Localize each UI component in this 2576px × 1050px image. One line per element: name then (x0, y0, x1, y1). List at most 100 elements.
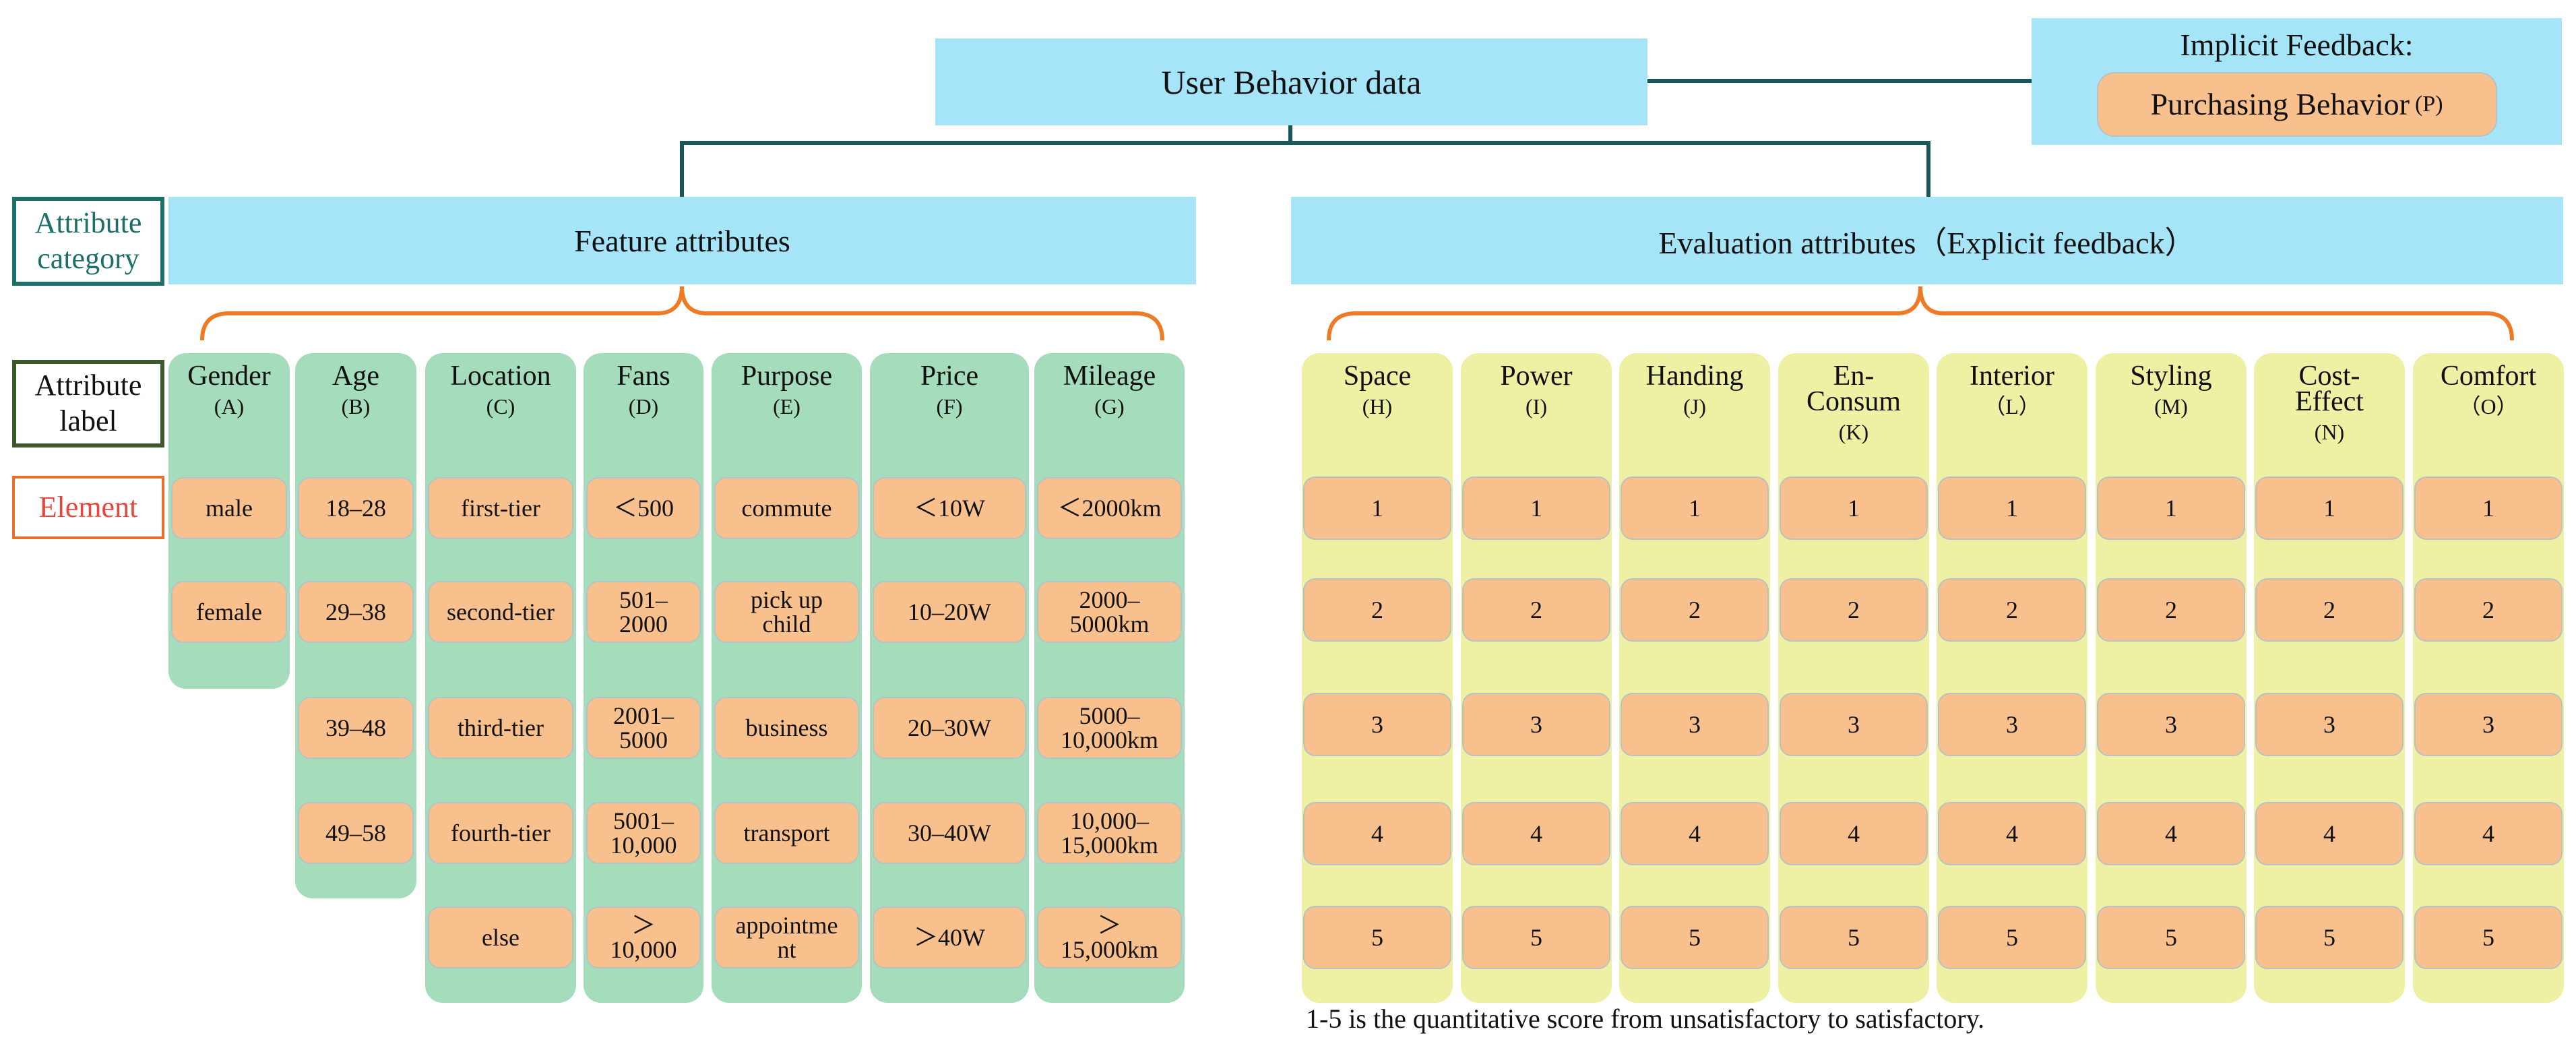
score-value: 2 (2006, 596, 2018, 623)
score-value: 1 (1689, 495, 1701, 522)
evaluation-column-header: Space (H) (1302, 362, 1453, 419)
element-chip: pick up child (714, 581, 859, 643)
element-value: 2001– 5000 (613, 702, 674, 753)
attribute-name: Cost- Effect (2295, 361, 2364, 417)
score-value: 5 (1689, 924, 1701, 951)
attribute-label-text: Attribute label (34, 369, 142, 437)
score-value: 2 (2482, 596, 2494, 623)
feature-attributes-title: Feature attributes (574, 223, 790, 258)
attribute-code: (I) (1526, 394, 1547, 419)
attribute-code: (C) (486, 394, 515, 419)
score-chip: 5 (1938, 906, 2086, 969)
attribute-code: (J) (1683, 394, 1706, 419)
score-value: 1 (1371, 495, 1383, 522)
score-chip: 2 (2097, 578, 2245, 642)
score-value: 4 (1530, 820, 1542, 847)
element-value: first-tier (461, 495, 540, 522)
element-chip: third-tier (428, 697, 573, 759)
evaluation-column-cost-effect (2254, 353, 2405, 1003)
score-chip: 3 (1621, 693, 1769, 756)
attribute-code: (N) (2314, 419, 2345, 444)
score-chip: 2 (2255, 578, 2404, 642)
feature-column-header: Fans (D) (584, 362, 703, 419)
score-chip: 2 (1303, 578, 1451, 642)
attribute-code: (M) (2154, 394, 2188, 419)
element-legend: Element (12, 476, 164, 539)
attribute-label-legend: Attribute label (12, 360, 164, 447)
evaluation-column-comfort (2413, 353, 2564, 1003)
element-value: fourth-tier (451, 820, 551, 846)
attribute-name: Interior (1970, 361, 2054, 392)
element-chip: 49–58 (298, 802, 414, 864)
score-chip: 3 (1462, 693, 1610, 756)
score-value: 3 (2482, 711, 2494, 738)
element-chip: commute (714, 477, 859, 539)
score-value: 3 (1530, 711, 1542, 738)
score-value: 2 (1689, 596, 1701, 623)
score-value: 5 (2006, 924, 2018, 951)
feature-column-header: Mileage (G) (1034, 362, 1185, 419)
score-value: 3 (1689, 711, 1701, 738)
evaluation-attributes-title: Evaluation attributes（Explicit feedback） (1658, 226, 2196, 260)
score-chip: 1 (2255, 476, 2404, 540)
element-value: business (745, 714, 828, 741)
attribute-category-legend: Attribute category (12, 197, 164, 286)
attribute-code: (D) (628, 394, 659, 419)
feature-column-price (870, 353, 1029, 1003)
element-chip: transport (714, 802, 859, 864)
score-chip: 2 (1462, 578, 1610, 642)
element-value: 5001– 10,000 (610, 807, 677, 859)
evaluation-column-power (1461, 353, 1612, 1003)
score-chip: 4 (1780, 802, 1928, 865)
score-value: 4 (2323, 820, 2335, 847)
element-chip: 18–28 (298, 477, 414, 539)
evaluation-attributes-bar: Evaluation attributes（Explicit feedback） (1291, 197, 2563, 284)
attribute-name: Location (450, 361, 551, 392)
evaluation-column-header: Comfort （O） (2413, 361, 2564, 419)
score-value: 1 (2165, 495, 2177, 522)
element-value: 29–38 (325, 598, 386, 625)
attribute-code: (K) (1838, 419, 1869, 444)
score-chip: 4 (1303, 802, 1451, 865)
element-chip: fourth-tier (428, 802, 573, 864)
element-value: 5000– 10,000km (1060, 702, 1158, 753)
element-value: 49–58 (325, 820, 386, 846)
element-chip: ＞40W (873, 906, 1026, 968)
evaluation-column-header: Power (I) (1461, 362, 1612, 419)
element-chip: 29–38 (298, 581, 414, 643)
element-chip: ＜500 (586, 477, 701, 539)
element-chip: 30–40W (873, 802, 1026, 864)
score-value: 5 (2323, 924, 2335, 951)
attribute-code: (E) (773, 394, 800, 419)
score-chip: 2 (1780, 578, 1928, 642)
score-chip: 1 (1303, 476, 1451, 540)
feature-column-fans (584, 353, 703, 1003)
element-value: 30–40W (908, 820, 991, 846)
feature-brace (200, 286, 1164, 341)
feature-column-header: Age (B) (295, 362, 416, 419)
attribute-name: Comfort (2440, 361, 2537, 392)
feature-column-header: Location (C) (425, 361, 576, 419)
implicit-feedback-title: Implicit Feedback: (2180, 27, 2414, 62)
attribute-code: （L） (1984, 394, 2040, 419)
score-chip: 2 (2414, 578, 2563, 642)
score-value: 4 (1848, 820, 1860, 847)
element-chip: second-tier (428, 581, 573, 643)
element-chip: 10–20W (873, 581, 1026, 643)
element-chip: 2001– 5000 (586, 697, 701, 759)
element-chip: 39–48 (298, 697, 414, 759)
attribute-code: (H) (1362, 394, 1393, 419)
score-value: 4 (2165, 820, 2177, 847)
element-chip: ＞ 15,000km (1037, 906, 1182, 968)
element-value: 18–28 (325, 495, 386, 522)
element-value: 20–30W (908, 714, 991, 741)
score-value: 1 (2482, 495, 2494, 522)
score-chip: 5 (1621, 906, 1769, 969)
element-chip: 501– 2000 (586, 581, 701, 643)
score-chip: 3 (2414, 693, 2563, 756)
element-chip: male (171, 477, 287, 539)
attribute-name: En- Consum (1806, 361, 1902, 417)
score-value: 3 (1848, 711, 1860, 738)
score-chip: 4 (2097, 802, 2245, 865)
score-chip: 1 (1938, 476, 2086, 540)
